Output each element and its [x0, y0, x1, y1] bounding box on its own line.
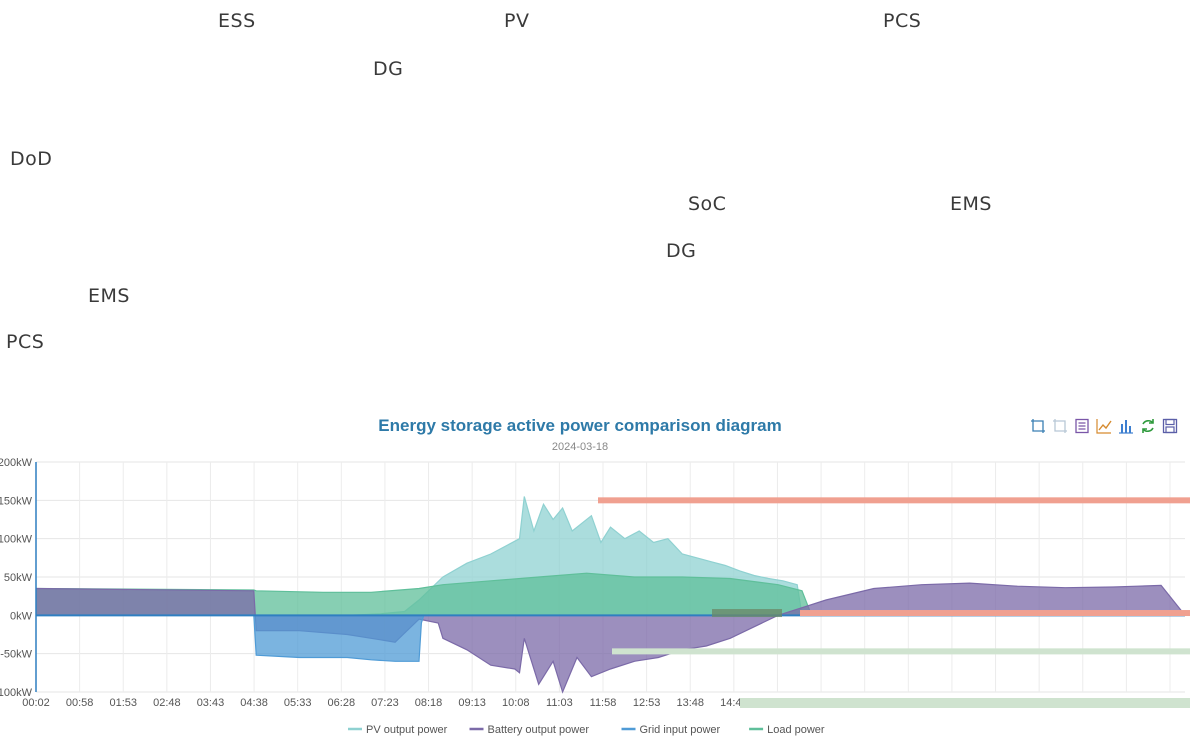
overlay-bar-green-lower	[612, 648, 1190, 655]
save-image-icon[interactable]	[1162, 418, 1178, 434]
x-tick-label: 00:02	[22, 697, 50, 709]
grid-input-power-line	[36, 614, 1185, 662]
y-tick-label: 0kW	[10, 610, 33, 622]
x-tick-label: 00:58	[66, 697, 94, 709]
x-tick-label: 12:53	[633, 697, 661, 709]
y-tick-label: 50kW	[4, 572, 33, 584]
x-tick-label: 03:43	[197, 697, 225, 709]
ems-label-left: EMS	[88, 285, 130, 307]
overlay-bar-green-bottom	[740, 698, 1190, 708]
legend-item: Battery output power	[488, 724, 590, 736]
x-tick-label: 09:13	[458, 697, 486, 709]
dg-label-mid: DG	[666, 240, 697, 262]
x-tick-label: 13:48	[676, 697, 704, 709]
overlay-bar-red-mid	[800, 610, 1190, 617]
grid-input-power-area	[36, 615, 1185, 662]
dg-label-top: DG	[373, 58, 404, 80]
zoom-reset-icon[interactable]	[1052, 418, 1068, 434]
y-tick-label: 100kW	[0, 534, 33, 546]
chart-toolbox	[1030, 418, 1178, 434]
overlay-bar-red-top	[598, 497, 1190, 504]
area-zoom-icon[interactable]	[1030, 418, 1046, 434]
line-chart-icon[interactable]	[1096, 418, 1112, 434]
pcs-label-left: PCS	[6, 331, 45, 353]
x-tick-label: 06:28	[328, 697, 356, 709]
power-comparison-chart: -100kW -50kW 0kW 50kW 100kW 150kW 200kW 00:02 00…	[0, 457, 1190, 736]
x-tick-label: 08:18	[415, 697, 443, 709]
y-tick-label: -100kW	[0, 687, 33, 699]
y-tick-label: 150kW	[0, 495, 33, 507]
pv-label: PV	[504, 10, 530, 32]
x-tick-label: 11:58	[590, 697, 617, 709]
x-tick-label: 04:38	[240, 697, 268, 709]
x-tick-label: 05:33	[284, 697, 312, 709]
load-power-area	[36, 573, 1185, 616]
restore-icon[interactable]	[1140, 418, 1156, 434]
pcs-label-top: PCS	[883, 10, 922, 32]
ess-label: ESS	[218, 10, 256, 32]
legend-item: PV output power	[366, 724, 448, 736]
pv-output-power-area	[36, 496, 1185, 616]
dod-label: DoD	[10, 148, 53, 170]
x-tick-label: 11:03	[546, 697, 573, 709]
y-tick-label: 200kW	[0, 457, 33, 469]
legend-item: Load power	[767, 724, 825, 736]
overlay-bar-dark	[712, 609, 782, 618]
legend-item: Grid input power	[640, 724, 721, 736]
data-view-icon[interactable]	[1074, 418, 1090, 434]
bar-chart-icon[interactable]	[1118, 418, 1134, 434]
x-tick-label: 10:08	[502, 697, 530, 709]
soc-label: SoC	[688, 193, 727, 215]
chart-subtitle: 2024-03-18	[551, 441, 609, 453]
x-tick-label: 02:48	[153, 697, 181, 709]
x-tick-label: 01:53	[109, 697, 137, 709]
chart-title: Energy storage active power comparison d…	[378, 416, 782, 435]
y-tick-label: -50kW	[0, 649, 32, 661]
x-tick-label: 07:23	[371, 697, 399, 709]
ems-label-right: EMS	[950, 193, 992, 215]
